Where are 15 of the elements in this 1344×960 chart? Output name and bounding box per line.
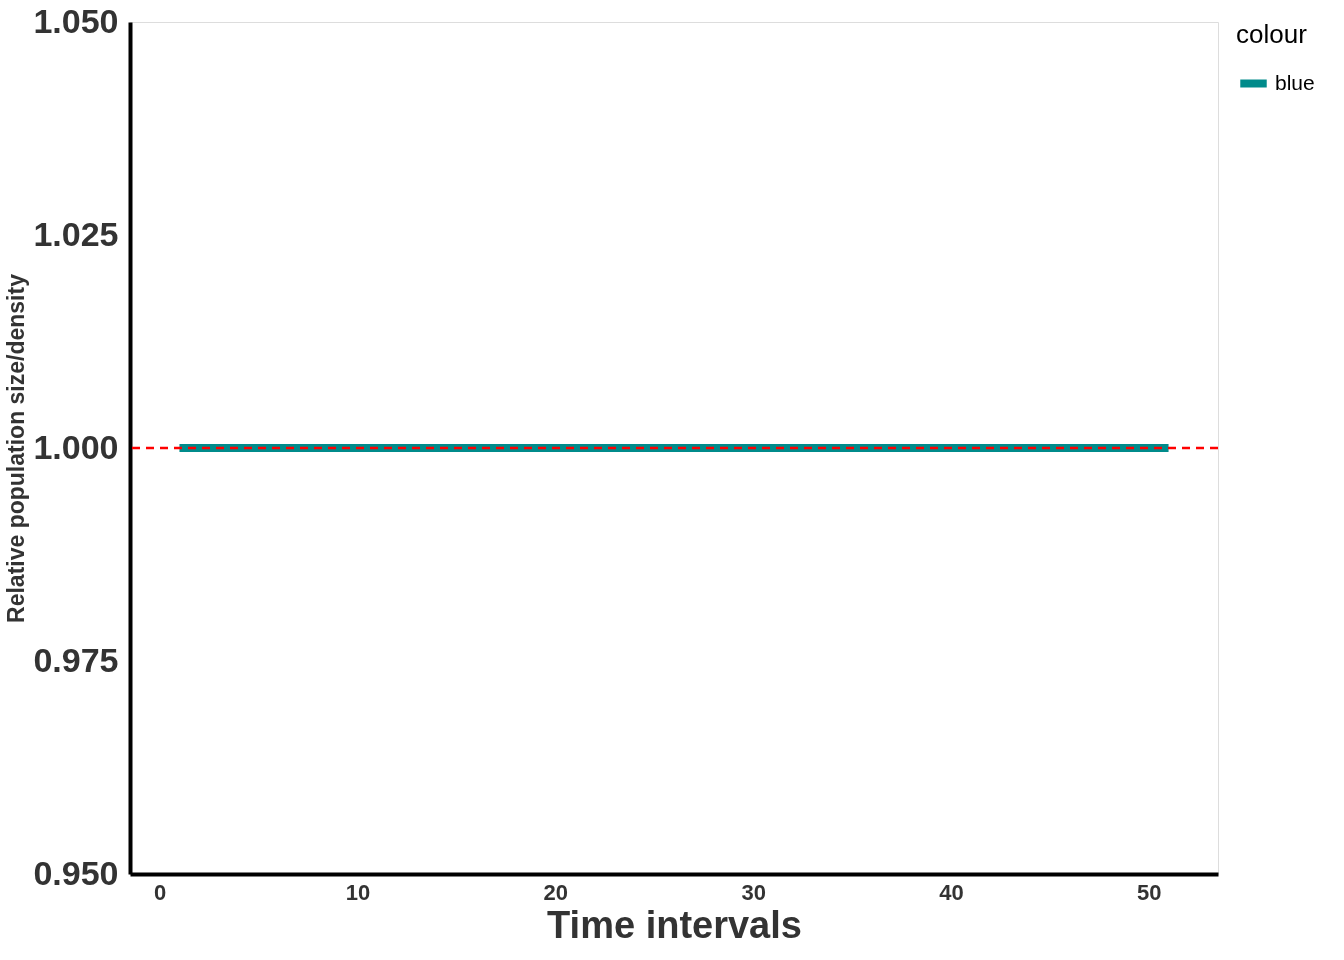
legend-label: blue — [1275, 70, 1315, 94]
x-tick-label: 10 — [345, 879, 371, 905]
legend-title: colour — [1236, 19, 1308, 49]
y-tick-label: 1.050 — [33, 1, 119, 40]
y-tick-label: 1.025 — [33, 214, 119, 253]
x-tick-label: 30 — [741, 879, 766, 905]
y-tick-label: 0.975 — [33, 640, 119, 679]
x-tick-label: 40 — [939, 879, 964, 905]
x-axis-title: Time intervals — [547, 903, 802, 946]
y-tick-label: 1.000 — [33, 427, 119, 466]
x-tick-label: 50 — [1137, 879, 1162, 905]
x-tick-label: 20 — [543, 879, 569, 905]
y-axis-title: Relative population size/density — [3, 273, 30, 623]
x-tick-label: 0 — [154, 879, 167, 905]
y-tick-label: 0.950 — [33, 853, 119, 892]
